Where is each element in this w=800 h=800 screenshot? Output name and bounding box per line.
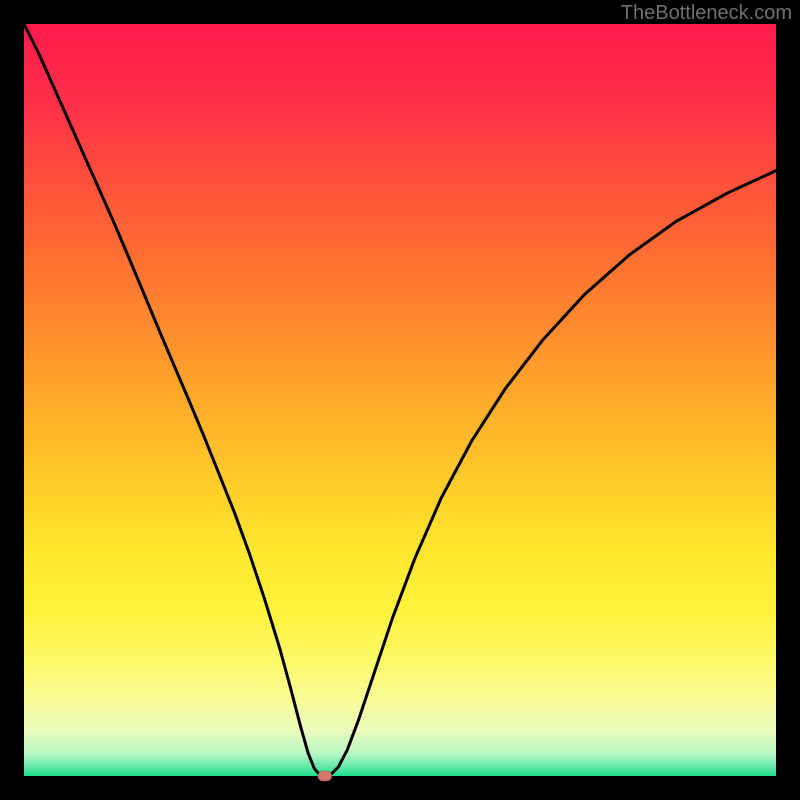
watermark-text: TheBottleneck.com: [621, 2, 792, 25]
chart-container: TheBottleneck.com: [0, 0, 800, 800]
optimal-point-marker: [318, 771, 332, 781]
bottleneck-chart: [0, 0, 800, 800]
chart-plot-area: [24, 24, 776, 776]
